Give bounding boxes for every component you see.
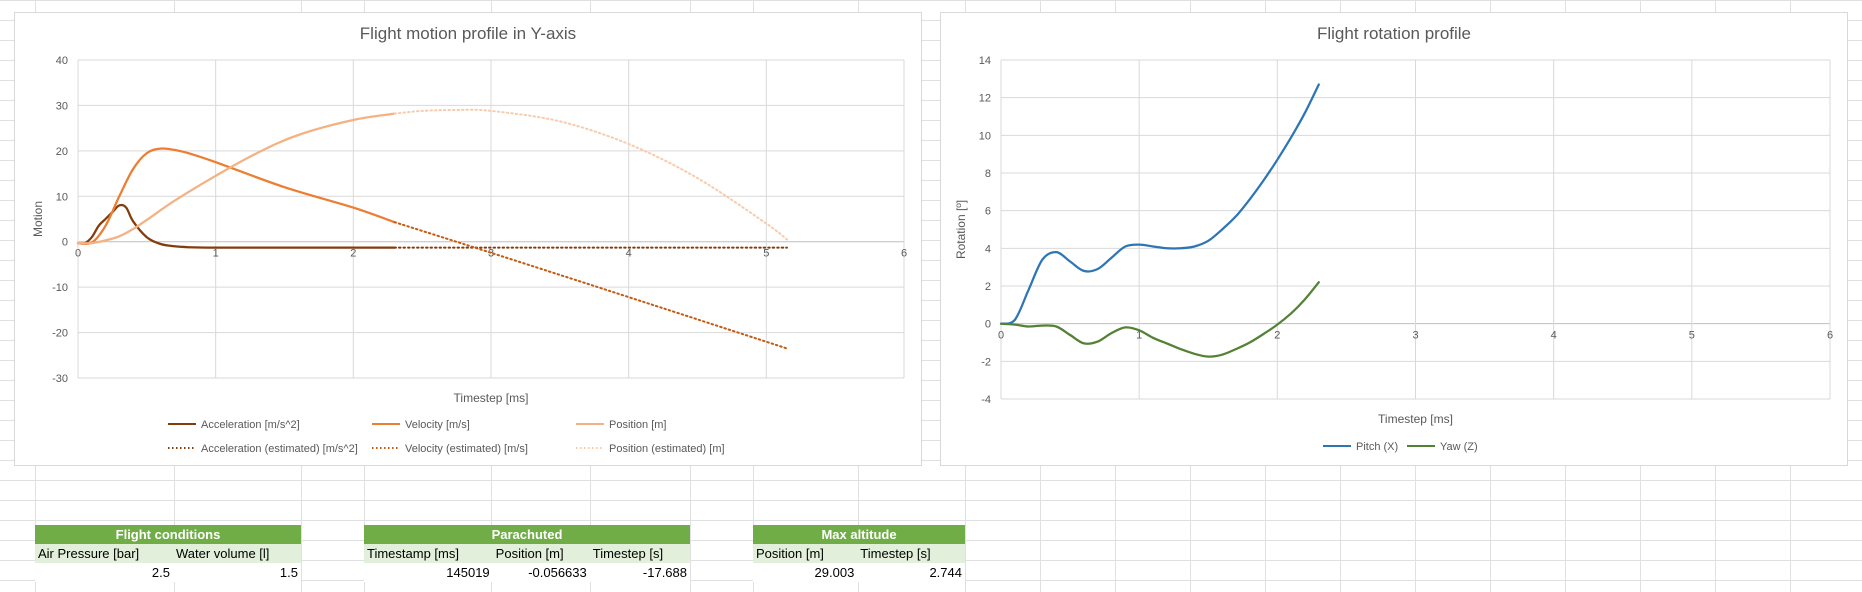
y-tick-label: -20 [52,328,68,340]
y-tick-label: -30 [52,373,68,385]
legend-label: Velocity [m/s] [405,419,470,431]
motion-chart-title: Flight motion profile in Y-axis [359,24,577,43]
legend-label: Yaw (Z) [1440,441,1478,453]
column-header[interactable]: Timestep [s] [857,544,965,563]
series-line-5 [393,108,788,241]
y-tick-label: 8 [985,168,991,180]
legend-label: Acceleration (estimated) [m/s^2] [201,443,358,455]
table-header: Max altitude [753,525,965,544]
y-tick-label: 12 [979,93,991,105]
series-line-1 [999,281,1320,358]
y-axis-title: Motion [31,201,45,237]
table-header: Parachuted [364,525,690,544]
x-tick-label: 6 [1827,330,1833,342]
rotation-chart[interactable]: Flight rotation profile -4 -2 0 2 4 6 8 10 12 14 0… [940,12,1848,466]
x-tick-label: 4 [1551,330,1557,342]
table-cell[interactable]: -17.688 [589,563,690,582]
y-tick-label: -2 [981,356,991,368]
y-tick-label: 40 [56,55,68,67]
y-tick-label: 0 [62,237,68,249]
y-tick-label: 30 [56,100,68,112]
series-line-0 [999,83,1320,325]
x-tick-label: 5 [763,248,769,260]
column-header[interactable]: Timestamp [ms] [364,544,493,563]
x-tick-label: 3 [488,248,494,260]
x-tick-label: 5 [1689,330,1695,342]
column-header[interactable]: Position [m] [753,544,858,563]
y-tick-label: 6 [985,206,991,218]
y-tick-label: 4 [985,243,991,255]
x-tick-label: 2 [1274,330,1280,342]
y-tick-label: 20 [56,146,68,158]
rotation-chart-title: Flight rotation profile [1316,24,1472,43]
table-header: Flight conditions [35,525,301,544]
x-axis-title: Timestep [ms] [454,391,529,405]
x-tick-label: 4 [626,248,632,260]
table-cell[interactable]: 2.744 [857,563,965,582]
y-tick-label: 10 [56,191,68,203]
x-tick-label: 1 [213,248,219,260]
flight-conditions-table: Flight conditions Air Pressure [bar] Wat… [35,525,301,582]
x-tick-label: 3 [1412,330,1418,342]
series-line-4 [393,221,788,350]
table-cell[interactable]: 29.003 [753,563,858,582]
legend-label: Acceleration [m/s^2] [201,419,300,431]
column-header[interactable]: Air Pressure [bar] [35,544,173,563]
table-cell[interactable]: -0.056633 [492,563,590,582]
x-tick-label: 2 [350,248,356,260]
y-tick-label: 0 [985,319,991,331]
series-line-2 [76,112,396,245]
y-tick-label: 14 [979,55,991,67]
x-tick-label: 6 [901,248,907,260]
series-line-0 [76,203,396,249]
table-cell[interactable]: 2.5 [35,563,173,582]
x-tick-label: 0 [75,248,81,260]
y-axis-title: Rotation [º] [954,200,968,259]
x-tick-label: 1 [1136,330,1142,342]
motion-chart[interactable]: Flight motion profile in Y-axis -30 -20 -1… [14,12,922,466]
max-altitude-table: Max altitude Position [m] Timestep [s] 2… [753,525,965,582]
column-header[interactable]: Timestep [s] [589,544,690,563]
series-line-1 [76,147,396,246]
y-tick-label: -10 [52,282,68,294]
legend-label: Position [m] [609,419,666,431]
y-tick-label: 2 [985,281,991,293]
x-axis-title: Timestep [ms] [1378,412,1453,426]
column-header[interactable]: Position [m] [492,544,590,563]
y-tick-label: -4 [981,394,991,406]
legend-label: Pitch (X) [1356,441,1398,453]
parachuted-table: Parachuted Timestamp [ms] Position [m] T… [364,525,690,582]
motion-chart-plot: -30 -20 -10 0 10 20 30 40 0 1 2 3 4 5 6 Timestep [ms] Mo… [31,55,907,455]
legend-label: Position (estimated) [m] [609,443,725,455]
x-tick-label: 0 [998,330,1004,342]
legend-label: Velocity (estimated) [m/s] [405,443,528,455]
column-header[interactable]: Water volume [l] [172,544,301,563]
table-cell[interactable]: 1.5 [172,563,301,582]
y-tick-label: 10 [979,130,991,142]
table-cell[interactable]: 145019 [364,563,493,582]
